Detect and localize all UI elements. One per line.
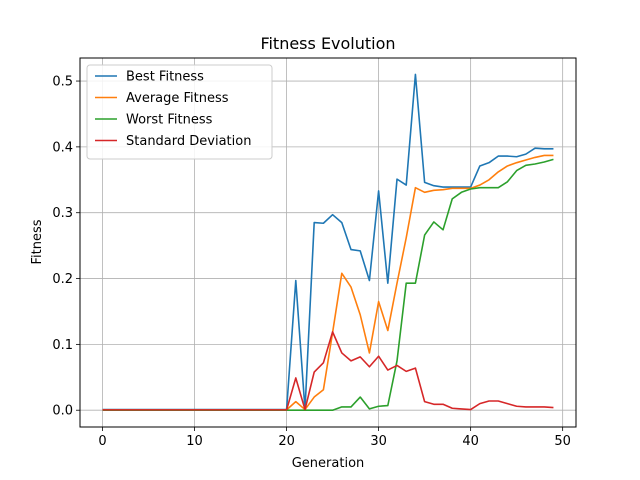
y-tick-label: 0.2 xyxy=(52,272,73,287)
series-line-standard-deviation xyxy=(102,331,554,411)
series-lines xyxy=(102,73,554,412)
y-tick-label: 0.0 xyxy=(52,404,73,419)
x-tick-label: 20 xyxy=(278,434,295,449)
legend: Best Fitness Average Fitness Worst Fitness… xyxy=(86,64,273,160)
legend-label-best-fitness: Best Fitness xyxy=(126,70,204,85)
y-tick-label: 0.4 xyxy=(52,140,73,155)
y-tick-label: 0.1 xyxy=(52,338,73,353)
y-tick-label: 0.3 xyxy=(52,206,73,221)
chart-title: Fitness Evolution xyxy=(260,34,395,53)
x-tick-label: 30 xyxy=(370,434,387,449)
x-tick-label: 40 xyxy=(462,434,479,449)
plot-frame xyxy=(79,57,577,428)
legend-label-standard-deviation: Standard Deviation xyxy=(126,134,251,149)
axis-ticks: 0 10 20 30 40 50 0.0 0.1 0.2 0.3 0.4 0.5 xyxy=(52,75,571,449)
y-tick-label: 0.5 xyxy=(52,75,73,90)
legend-label-worst-fitness: Worst Fitness xyxy=(126,113,213,128)
legend-box xyxy=(86,64,273,160)
x-tick-label: 50 xyxy=(554,434,571,449)
x-tick-label: 10 xyxy=(186,434,203,449)
y-axis-label: Fitness xyxy=(30,219,45,264)
x-axis-label: Generation xyxy=(292,456,365,471)
x-tick-label: 0 xyxy=(98,434,106,449)
legend-label-average-fitness: Average Fitness xyxy=(126,91,229,106)
